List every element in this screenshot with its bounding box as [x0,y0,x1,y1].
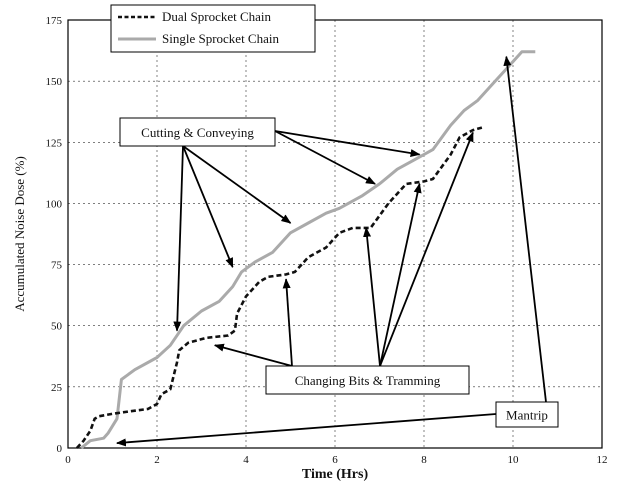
annotation-arrows [115,55,547,447]
annotation-changing-bits-tramming-box [265,365,470,395]
x-tick-label: 2 [154,454,160,466]
y-tick-label: 175 [46,15,63,27]
annotation-cutting-conveying-arrow [173,145,184,332]
annotation-cutting-conveying-box [119,117,276,147]
annotation-changing-bits-tramming-arrow [282,278,293,367]
series-line-dual-sprocket [75,126,483,449]
x-axis-label: Time (Hrs) [302,467,369,482]
y-tick-label: 50 [51,321,63,333]
annotation-cutting-conveying-arrow [274,130,421,158]
annotation-cutting-conveying-arrow [182,145,234,268]
annotation-cutting-conveying-arrow [182,145,292,224]
legend: Dual Sprocket Chain Single Sprocket Chai… [110,4,316,53]
annotation-changing-bits-tramming-arrow [213,343,293,367]
x-tick-label: 12 [597,454,608,466]
series-line-single-sprocket [80,50,536,450]
x-tick-label: 4 [243,454,249,466]
x-tick-label: 10 [508,454,520,466]
x-tick-label: 0 [65,454,71,466]
annotation-cutting-conveying-label: Cutting & Conveying [141,125,254,140]
annotation-changing-bits-tramming-arrow [379,131,474,367]
axis-ticks: 0 2 4 6 8 10 12 0 25 50 75 100 125 150 175 [46,15,608,466]
annotation-mantrip-box [495,401,559,428]
y-tick-label: 0 [57,443,63,455]
y-tick-label: 25 [51,382,63,394]
annotation-changing-bits-tramming-arrow [363,226,381,367]
series-group [75,50,536,450]
grid [68,20,602,448]
legend-box [110,4,316,53]
y-tick-label: 125 [46,137,63,149]
y-tick-label: 100 [46,198,63,210]
x-tick-label: 8 [421,454,427,466]
annotation-cutting-conveying-arrow [274,130,376,185]
y-tick-label: 75 [51,260,63,272]
annotation-changing-bits-tramming-arrow [379,182,422,367]
legend-label-dual-sprocket: Dual Sprocket Chain [162,9,272,24]
y-axis-label: Accumulated Noise Dose (%) [12,156,27,312]
x-tick-label: 6 [332,454,338,466]
annotation-boxes: Cutting & Conveying Changing Bits & Tramm… [119,117,559,428]
plot-area-frame [67,19,603,449]
annotation-mantrip-arrow [503,55,547,403]
annotation-mantrip-label: Mantrip [506,408,548,423]
annotation-mantrip-arrow [115,413,497,447]
y-tick-label: 150 [46,76,63,88]
annotation-changing-bits-tramming-label: Changing Bits & Tramming [295,373,441,388]
legend-label-single-sprocket: Single Sprocket Chain [162,31,279,46]
